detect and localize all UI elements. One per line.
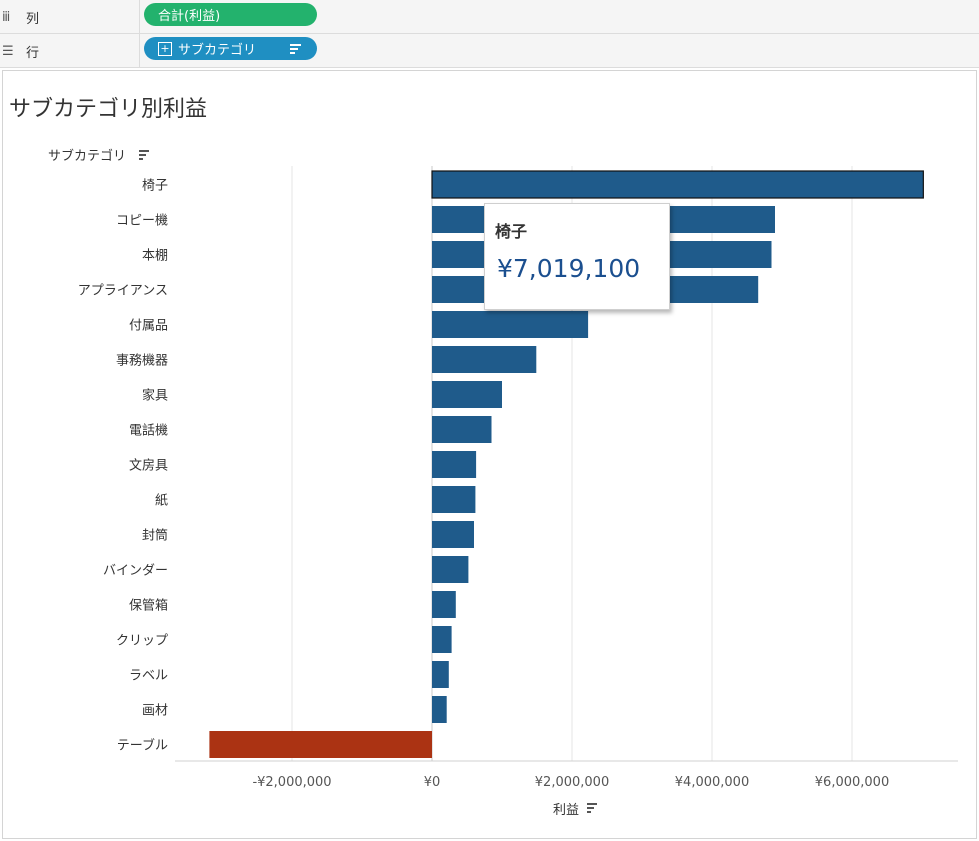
bar[interactable] [209, 731, 432, 758]
category-label: バインダー [103, 564, 168, 579]
rows-icon: ☰ [2, 43, 14, 59]
chart-title: サブカテゴリ別利益 [9, 97, 208, 122]
x-axis-sort-icon[interactable] [587, 811, 591, 813]
category-label: 保管箱 [129, 598, 168, 614]
bar[interactable] [432, 696, 447, 723]
category-label: 電話機 [129, 423, 168, 439]
bar[interactable] [432, 346, 537, 373]
expand-icon[interactable]: + [158, 41, 172, 56]
category-label: 封筒 [142, 528, 168, 544]
category-label: 本棚 [142, 249, 168, 264]
category-label: テーブル [117, 738, 168, 754]
bar[interactable] [432, 311, 589, 338]
columns-icon: ⅲ [2, 9, 11, 25]
bar[interactable] [432, 416, 492, 443]
bar[interactable] [432, 556, 469, 583]
x-axis-title: 利益 [553, 803, 579, 818]
x-tick-label: ¥2,000,000 [535, 775, 609, 790]
category-label: 付属品 [129, 319, 168, 334]
bar[interactable] [432, 521, 474, 548]
category-label: クリップ [116, 634, 168, 649]
columns-pill-sum-profit[interactable]: 合計(利益) [144, 3, 317, 26]
category-label: 事務機器 [116, 354, 168, 369]
bar[interactable] [432, 381, 502, 408]
bar[interactable] [432, 661, 449, 688]
x-tick-label: ¥6,000,000 [815, 775, 889, 790]
rows-pill-text: サブカテゴリ [178, 43, 257, 58]
x-tick-label: ¥0 [424, 775, 441, 790]
columns-shelf-text: 列 [26, 11, 40, 27]
bar[interactable] [432, 591, 456, 618]
y-axis-title: サブカテゴリ [48, 148, 126, 164]
category-label: アプライアンス [78, 284, 168, 299]
x-tick-label: -¥2,000,000 [252, 775, 331, 790]
columns-shelf: ⅲ 列 合計(利益) [0, 0, 979, 34]
columns-shelf-label: ⅲ 列 [0, 0, 140, 34]
columns-pill-text: 合計(利益) [158, 9, 221, 24]
bar[interactable] [432, 486, 476, 513]
y-axis-sort-icon[interactable] [139, 154, 146, 156]
bar[interactable] [432, 626, 452, 653]
category-label: 画材 [142, 704, 168, 719]
category-label: コピー機 [116, 214, 168, 229]
sort-icon[interactable] [290, 43, 301, 54]
tooltip-value: ¥7,019,100 [497, 254, 641, 283]
y-axis-sort-icon[interactable] [139, 158, 143, 160]
x-axis-sort-icon[interactable] [587, 803, 597, 805]
x-tick-label: ¥4,000,000 [675, 775, 749, 790]
rows-pill-subcategory[interactable]: + サブカテゴリ [144, 37, 317, 60]
bar[interactable] [432, 451, 477, 478]
y-axis-sort-icon[interactable] [139, 150, 149, 152]
rows-shelf: ☰ 行 + サブカテゴリ [0, 34, 979, 68]
category-label: ラベル [129, 669, 168, 684]
tooltip: 椅子 ¥7,019,100 [484, 203, 670, 310]
x-axis-sort-icon[interactable] [587, 807, 594, 809]
bar[interactable] [431, 170, 924, 199]
tooltip-label: 椅子 [495, 222, 528, 241]
rows-shelf-label: ☰ 行 [0, 34, 140, 68]
category-label: 文房具 [129, 458, 168, 474]
category-label: 椅子 [142, 179, 168, 194]
category-label: 紙 [155, 494, 168, 509]
category-label: 家具 [142, 388, 168, 404]
rows-shelf-text: 行 [26, 45, 40, 61]
